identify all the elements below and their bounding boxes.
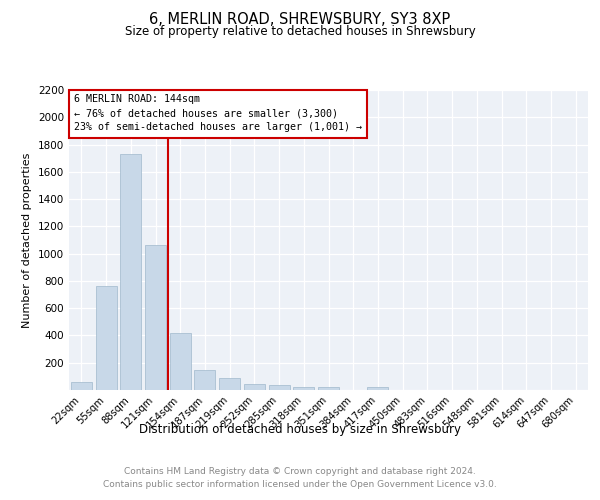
Bar (170, 332, 191, 390)
Text: Contains HM Land Registry data © Crown copyright and database right 2024.: Contains HM Land Registry data © Crown c… (124, 468, 476, 476)
Bar (293, 386, 314, 390)
Bar (95, 286, 116, 390)
Bar (244, 384, 265, 390)
Text: Size of property relative to detached houses in Shrewsbury: Size of property relative to detached ho… (125, 25, 475, 38)
Bar (219, 378, 240, 390)
Bar (194, 370, 215, 390)
Bar (318, 388, 339, 390)
Bar (269, 385, 290, 390)
Bar (145, 246, 166, 390)
Text: Contains public sector information licensed under the Open Government Licence v3: Contains public sector information licen… (103, 480, 497, 489)
Bar (71, 382, 92, 390)
Text: Distribution of detached houses by size in Shrewsbury: Distribution of detached houses by size … (139, 422, 461, 436)
Text: 6, MERLIN ROAD, SHREWSBURY, SY3 8XP: 6, MERLIN ROAD, SHREWSBURY, SY3 8XP (149, 12, 451, 28)
Y-axis label: Number of detached properties: Number of detached properties (22, 152, 32, 328)
Bar (367, 388, 388, 390)
Bar (120, 154, 141, 390)
Text: 6 MERLIN ROAD: 144sqm
← 76% of detached houses are smaller (3,300)
23% of semi-d: 6 MERLIN ROAD: 144sqm ← 76% of detached … (74, 94, 362, 132)
